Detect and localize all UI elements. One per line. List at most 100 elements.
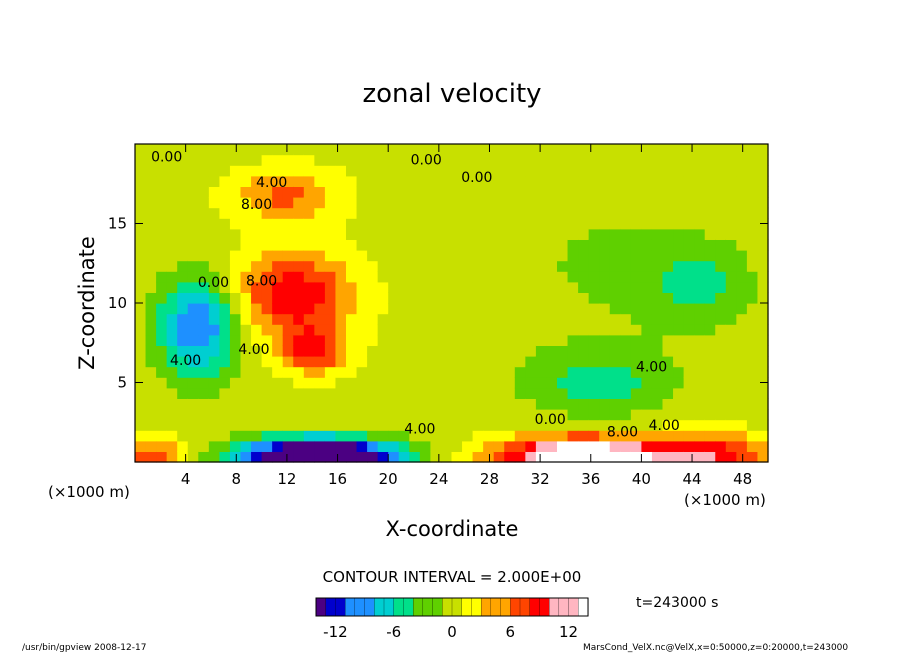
- field-cell: [567, 303, 579, 315]
- field-cell: [546, 366, 558, 378]
- field-cell: [483, 154, 495, 166]
- field-cell: [229, 250, 242, 262]
- field-cell: [240, 430, 252, 442]
- field-cell: [651, 345, 664, 357]
- field-cell: [673, 154, 685, 166]
- field-cell: [599, 345, 611, 357]
- field-cell: [145, 228, 157, 240]
- field-cell: [546, 313, 558, 325]
- colorbar-swatch: [568, 597, 579, 617]
- field-cell: [346, 218, 358, 230]
- field-cell: [641, 292, 653, 304]
- field-cell: [419, 409, 431, 421]
- field-cell: [335, 419, 347, 431]
- field-cell: [725, 409, 737, 421]
- field-cell: [430, 228, 442, 240]
- field-cell: [746, 228, 759, 240]
- field-cell: [377, 144, 389, 156]
- field-cell: [409, 313, 421, 325]
- field-cell: [704, 440, 716, 452]
- field-cell: [535, 165, 548, 177]
- field-cell: [324, 303, 337, 315]
- field-cell: [440, 345, 453, 357]
- field-cell: [673, 292, 685, 304]
- field-cell: [388, 186, 400, 198]
- field-cell: [272, 292, 284, 304]
- field-cell: [483, 440, 495, 452]
- field-cell: [314, 345, 326, 357]
- field-cell: [198, 144, 210, 156]
- field-cell: [599, 207, 611, 219]
- field-cell: [367, 207, 379, 219]
- field-cell: [673, 451, 685, 463]
- field-cell: [599, 324, 611, 336]
- field-cell: [504, 313, 516, 325]
- field-cell: [715, 186, 727, 198]
- field-cell: [346, 313, 358, 325]
- field-cell: [557, 239, 569, 251]
- field-cell: [493, 186, 505, 198]
- field-cell: [314, 218, 326, 230]
- field-cell: [651, 186, 664, 198]
- field-cell: [472, 345, 484, 357]
- field-cell: [377, 430, 389, 442]
- field-cell: [187, 430, 199, 442]
- field-cell: [388, 419, 400, 431]
- field-cell: [240, 144, 252, 156]
- field-cell: [462, 154, 474, 166]
- field-cell: [736, 440, 748, 452]
- field-cell: [187, 250, 199, 262]
- plot-area: 0.00 0.000.004.008.000.00 8.004.004.004.00…: [134, 143, 769, 463]
- contour-label: 8.00: [241, 197, 272, 213]
- field-cell: [356, 356, 368, 368]
- field-cell: [588, 366, 600, 378]
- field-cell: [135, 419, 147, 431]
- field-cell: [535, 239, 548, 251]
- field-cell: [282, 440, 294, 452]
- field-cell: [651, 281, 664, 293]
- field-cell: [462, 324, 474, 336]
- contour-label: 4.00: [636, 359, 667, 375]
- field-cell: [535, 345, 548, 357]
- field-cell: [356, 197, 368, 209]
- field-cell: [462, 292, 474, 304]
- field-cell: [440, 281, 453, 293]
- field-cell: [535, 366, 548, 378]
- field-cell: [377, 387, 389, 399]
- field-cell: [704, 377, 716, 389]
- field-cell: [303, 409, 315, 421]
- field-cell: [662, 313, 674, 325]
- field-cell: [504, 207, 516, 219]
- field-cell: [177, 387, 189, 399]
- field-cell: [514, 175, 526, 187]
- field-cell: [419, 197, 431, 209]
- field-cell: [746, 207, 759, 219]
- field-cell: [409, 144, 421, 156]
- field-cell: [440, 292, 453, 304]
- field-cell: [324, 324, 337, 336]
- field-cell: [419, 260, 431, 272]
- field-cell: [567, 175, 579, 187]
- field-cell: [198, 345, 210, 357]
- field-cell: [725, 324, 737, 336]
- field-cell: [219, 197, 231, 209]
- field-cell: [493, 292, 505, 304]
- field-cell: [557, 165, 569, 177]
- field-cell: [694, 409, 706, 421]
- field-cell: [166, 377, 178, 389]
- field-cell: [673, 377, 685, 389]
- field-cell: [208, 271, 220, 283]
- field-cell: [282, 292, 294, 304]
- field-cell: [578, 207, 590, 219]
- field-cell: [314, 154, 326, 166]
- field-cell: [757, 281, 769, 293]
- field-cell: [398, 281, 410, 293]
- field-cell: [630, 398, 642, 410]
- field-cell: [430, 430, 442, 442]
- field-cell: [282, 377, 294, 389]
- field-cell: [683, 239, 695, 251]
- field-cell: [620, 239, 632, 251]
- field-cell: [145, 260, 157, 272]
- field-cell: [609, 419, 621, 431]
- field-cell: [715, 197, 727, 209]
